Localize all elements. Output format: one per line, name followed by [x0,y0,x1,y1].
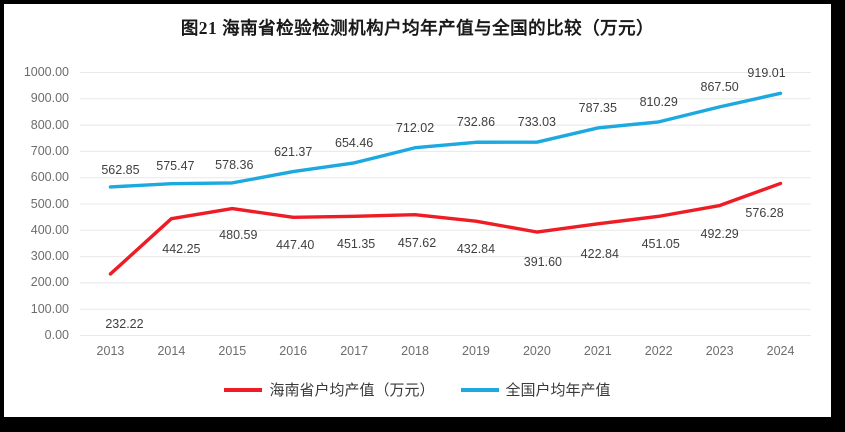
data-point-label: 492.29 [700,226,739,241]
legend-label: 海南省户均产值（万元） [269,383,435,399]
data-point-label: 562.85 [101,162,140,177]
data-point-label: 787.35 [578,100,617,115]
y-axis-tick-label: 0.00 [44,328,69,342]
data-point-label: 578.36 [215,157,254,172]
x-axis-tick-label: 2021 [583,344,612,358]
chart-title: 图21 海南省检验检测机构户均年产值与全国的比较（万元） [180,18,655,38]
y-axis-tick-label: 600.00 [30,170,69,185]
y-axis-tick-label: 900.00 [30,91,69,106]
x-axis-tick-label: 2022 [644,344,673,358]
data-point-label: 621.37 [274,144,313,159]
chart-plot-area: 0.00 100.00 200.00 300.00 400.00 500.00 600.00… [4,4,831,417]
data-point-label: 232.22 [105,316,144,331]
data-point-label: 575.47 [156,158,195,173]
legend-item[interactable]: 全国户均年产值 [460,379,611,400]
data-point-label: 447.40 [276,238,315,253]
x-axis-tick-label: 2016 [279,344,308,358]
data-point-label: 451.35 [337,237,376,252]
x-axis-tick-label: 2024 [766,344,795,358]
x-axis-tick-label: 2015 [218,344,247,358]
data-point-label: 422.84 [580,246,619,261]
data-point-label: 442.25 [162,241,201,256]
y-axis-tick-label: 300.00 [30,249,69,264]
series-lines [108,91,783,276]
data-point-label: 576.28 [745,206,784,221]
data-point-label: 391.60 [523,255,562,269]
y-axis-tick-label: 500.00 [30,196,69,211]
data-point-label: 732.86 [456,115,496,130]
y-axis-tick-label: 200.00 [30,275,69,290]
line-swatch-icon [224,387,263,392]
series-line [108,91,783,189]
x-axis-tick-label: 2013 [96,344,125,358]
data-point-label: 733.03 [517,115,556,130]
y-axis-tick-label: 100.00 [30,301,69,316]
series-line [108,181,783,276]
y-axis-tick-label: 1000.00 [23,65,69,79]
data-point-label: 712.02 [395,120,435,135]
gridlines [80,72,811,336]
x-axis-tick-label: 2019 [462,344,490,358]
figure-frame: 图21 海南省检验检测机构户均年产值与全国的比较（万元） 0.00 100.00 2… [4,4,831,417]
data-point-label: 919.01 [747,66,786,81]
x-axis-tick-label: 2018 [401,344,429,358]
chart-legend: 海南省户均产值（万元） 全国户均年产值 [4,379,831,400]
data-point-label: 654.46 [335,135,374,150]
y-axis-tick-label: 800.00 [30,117,69,132]
legend-label: 全国户均年产值 [505,383,611,399]
legend-item[interactable]: 海南省户均产值（万元） [224,379,435,400]
data-point-label: 451.05 [641,237,680,252]
line-swatch-icon [460,387,499,392]
x-axis-tick-label: 2020 [522,344,551,358]
y-axis-tick-label: 400.00 [30,222,69,237]
data-point-label: 867.50 [700,79,739,94]
x-axis-tick-label: 2023 [705,344,734,358]
data-point-label: 432.84 [456,242,496,257]
data-point-label: 810.29 [639,94,678,109]
data-point-label: 480.59 [219,227,258,242]
data-point-label: 457.62 [397,235,437,250]
x-axis-tick-label: 2017 [340,344,369,358]
x-axis-tick-label: 2014 [157,344,186,358]
y-axis-tick-label: 700.00 [30,143,69,158]
